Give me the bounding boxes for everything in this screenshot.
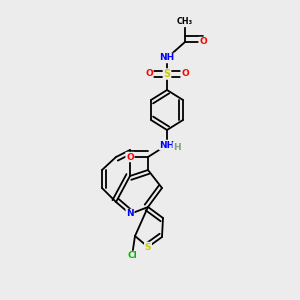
Text: S: S [145,242,151,251]
Text: O: O [126,152,134,161]
Text: Cl: Cl [127,251,137,260]
Text: O: O [199,38,207,46]
Text: NH: NH [159,53,175,62]
Text: CH₃: CH₃ [177,17,193,26]
Text: NH: NH [159,140,175,149]
Text: O: O [181,70,189,79]
Text: S: S [164,69,171,79]
Text: N: N [126,209,134,218]
Text: H: H [173,142,181,152]
Text: O: O [145,70,153,79]
